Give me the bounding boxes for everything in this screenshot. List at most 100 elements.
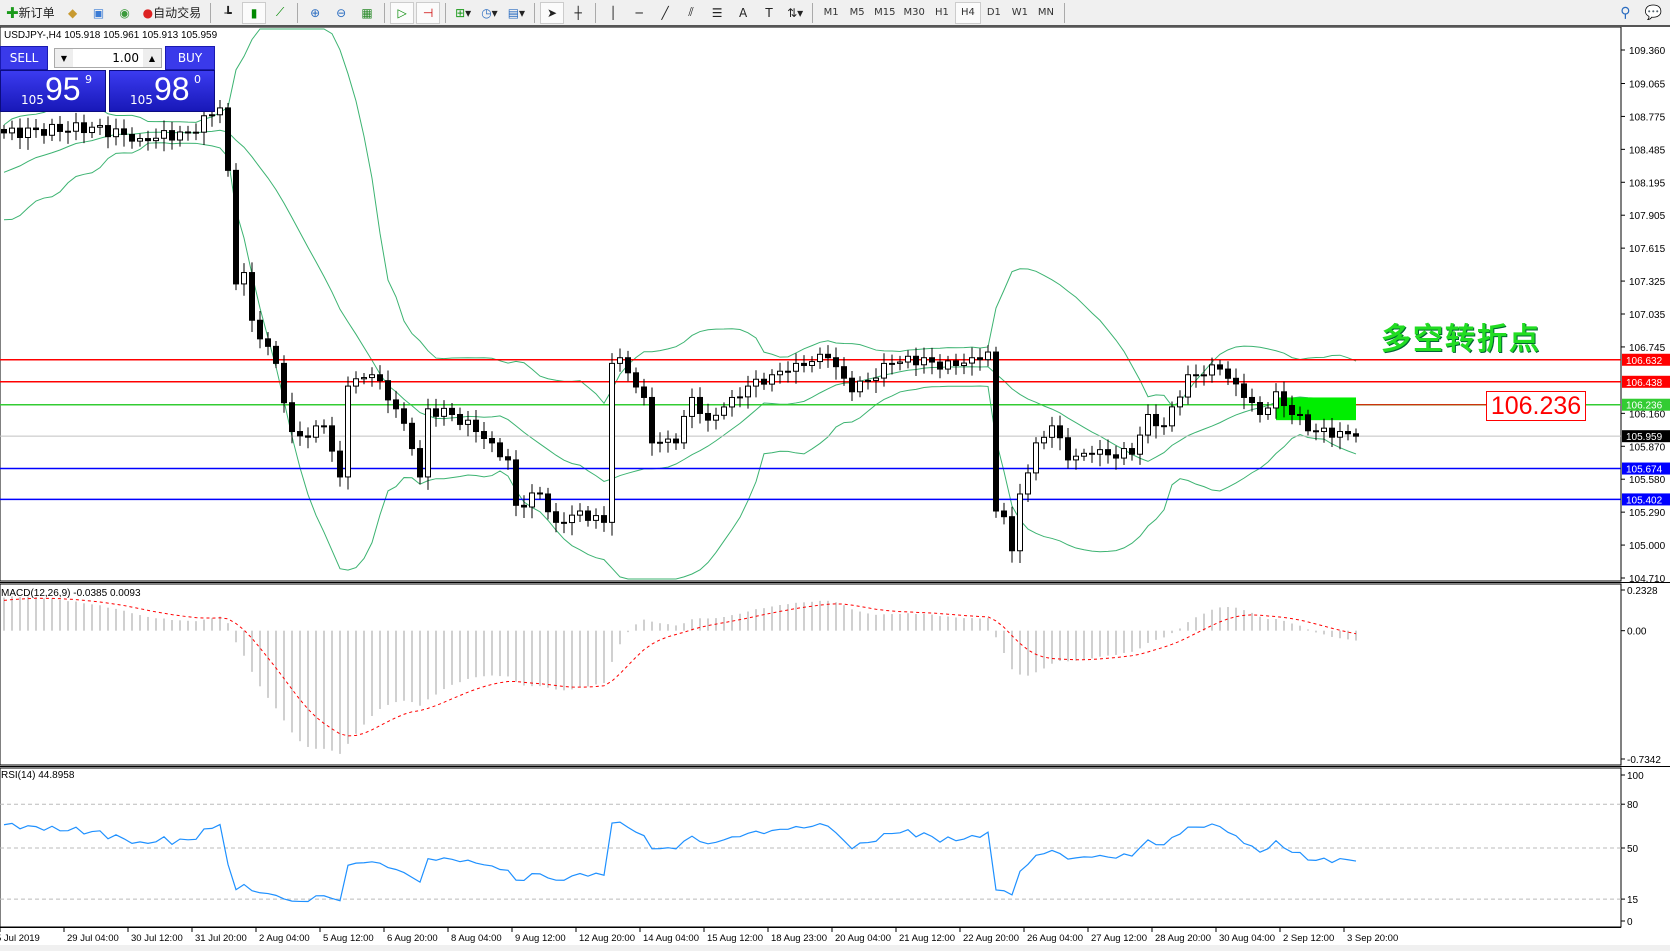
autoscroll-button[interactable]: ▷: [390, 1, 415, 24]
annotation-price-label[interactable]: 106.236: [1486, 391, 1586, 421]
annotation-text[interactable]: 多空转折点: [1381, 322, 1541, 357]
timeframe-w1[interactable]: W1: [1011, 7, 1029, 18]
candle-body: [265, 338, 271, 347]
candle-body: [273, 345, 279, 364]
zoom-out-button[interactable]: ⊖: [329, 2, 353, 24]
line-chart-button[interactable]: ⟋: [268, 2, 292, 24]
price-axis-label: 108.485: [1629, 145, 1666, 156]
arrows-button[interactable]: ⇅ ▾: [787, 5, 804, 20]
candle-body: [641, 386, 647, 398]
candle-body: [841, 366, 847, 379]
zoom-in-icon: ⊕: [310, 5, 321, 20]
candle-body: [857, 380, 863, 393]
tile-windows-button[interactable]: ▦: [355, 2, 379, 24]
templates-button[interactable]: ▤ ▾: [507, 5, 526, 20]
candle-body: [329, 425, 335, 452]
candle-body: [529, 492, 535, 508]
timeframe-h1[interactable]: H1: [934, 7, 949, 18]
candle-body: [65, 130, 71, 133]
candle-body: [465, 419, 471, 425]
buy-button[interactable]: BUY: [165, 46, 215, 70]
timeframe-d1[interactable]: D1: [986, 7, 1001, 18]
candle-body: [1273, 391, 1279, 409]
equidistant-channel-button[interactable]: ⫽: [679, 2, 703, 24]
price-axis-label: 105.290: [1629, 508, 1666, 519]
candle-body: [1281, 391, 1287, 407]
sell-quote[interactable]: 105 95 9: [0, 70, 106, 112]
cursor-button[interactable]: ➤: [540, 1, 565, 24]
timeframe-mn[interactable]: MN: [1037, 7, 1054, 18]
candle-body: [201, 115, 207, 133]
trendline-icon: ╱: [661, 5, 669, 20]
chat-icon[interactable]: 💬: [1644, 4, 1662, 21]
candle-body: [193, 131, 199, 134]
price-axis-label: 108.775: [1629, 112, 1666, 123]
sell-button[interactable]: SELL: [0, 46, 48, 70]
zoom-in-button[interactable]: ⊕: [303, 2, 327, 24]
auto-trading-button[interactable]: ● 自动交易: [139, 2, 206, 24]
macd-axis-label: -0.7342: [1627, 755, 1661, 766]
horizontal-line-button[interactable]: ─: [627, 2, 651, 24]
market-watch-button[interactable]: ◆: [61, 2, 85, 24]
lot-value[interactable]: 1.00: [112, 51, 139, 65]
candle-body: [945, 360, 951, 370]
rsi-line: [3, 821, 1357, 903]
periods-button[interactable]: ◷ ▾: [481, 5, 498, 20]
chart-shift-button[interactable]: ⊣: [416, 1, 441, 24]
timeframe-m1[interactable]: M1: [823, 7, 839, 18]
candle-body: [937, 361, 943, 370]
price-axis-label: 105.870: [1629, 442, 1666, 453]
lot-size-input[interactable]: ▼ 1.00 ▲: [54, 48, 162, 68]
candle-body: [369, 374, 375, 379]
indicators-button[interactable]: ⊞ ▾: [455, 5, 472, 20]
candle-body: [1041, 436, 1047, 444]
candle-body: [321, 425, 327, 428]
search-icon[interactable]: ⚲: [1620, 4, 1631, 21]
price-label-bg: [1622, 430, 1670, 443]
candle-body: [33, 127, 39, 131]
fibonacci-button[interactable]: ☰: [705, 2, 729, 24]
candle-body: [105, 125, 111, 138]
time-axis-label: 26 Aug 04:00: [1027, 933, 1083, 944]
buy-quote[interactable]: 105 98 0: [109, 70, 215, 112]
candle-body: [25, 127, 31, 138]
candle-body: [689, 396, 695, 417]
new-order-button[interactable]: ✚ 新订单: [2, 2, 59, 24]
candle-body: [897, 361, 903, 364]
vertical-line-button[interactable]: │: [601, 2, 625, 24]
plus-icon: ✚: [6, 3, 19, 22]
candle-body: [1113, 454, 1119, 459]
divider: [1063, 2, 1065, 23]
crosshair-button[interactable]: ┼: [566, 2, 590, 24]
time-axis-label: 2 Sep 12:00: [1283, 933, 1334, 944]
navigator-button[interactable]: ▣: [87, 2, 111, 24]
arrows-icon: ⇅: [787, 5, 798, 20]
signals-button[interactable]: ◉: [113, 2, 137, 24]
candle-body: [617, 357, 623, 364]
candle-body: [449, 407, 455, 415]
candlestick-button[interactable]: ▮: [242, 1, 267, 24]
candle-body: [761, 378, 767, 385]
divider: [384, 2, 386, 23]
text-button[interactable]: A: [731, 2, 755, 24]
candle-body: [145, 138, 151, 142]
lot-decrease-icon[interactable]: ▼: [55, 49, 73, 67]
candle-body: [817, 353, 823, 363]
price-axis-label: 105.580: [1629, 475, 1666, 486]
text-label-button[interactable]: T: [757, 2, 781, 24]
bar-chart-button[interactable]: ┺: [216, 2, 240, 24]
timeframe-m15[interactable]: M15: [874, 7, 896, 18]
candle-body: [1257, 402, 1263, 415]
divider: [210, 2, 212, 23]
lot-increase-icon[interactable]: ▲: [143, 49, 161, 67]
timeframe-h4[interactable]: H4: [954, 1, 981, 24]
macd-axis-label: 0.2328: [1627, 586, 1658, 597]
trendline-button[interactable]: ╱: [653, 2, 677, 24]
price-axis-label: 106.745: [1629, 343, 1666, 354]
one-click-trading-panel: SELL ▼ 1.00 ▲ BUY 105 95 9 105 98 0: [0, 46, 217, 112]
timeframe-m30[interactable]: M30: [903, 7, 925, 18]
timeframe-m5[interactable]: M5: [849, 7, 865, 18]
time-axis-label: 2 Aug 04:00: [259, 933, 310, 944]
chart-area[interactable]: 109.360 109.065 108.775 108.485 108.195 107.9…: [0, 27, 1670, 951]
zoom-out-icon: ⊖: [336, 5, 347, 20]
